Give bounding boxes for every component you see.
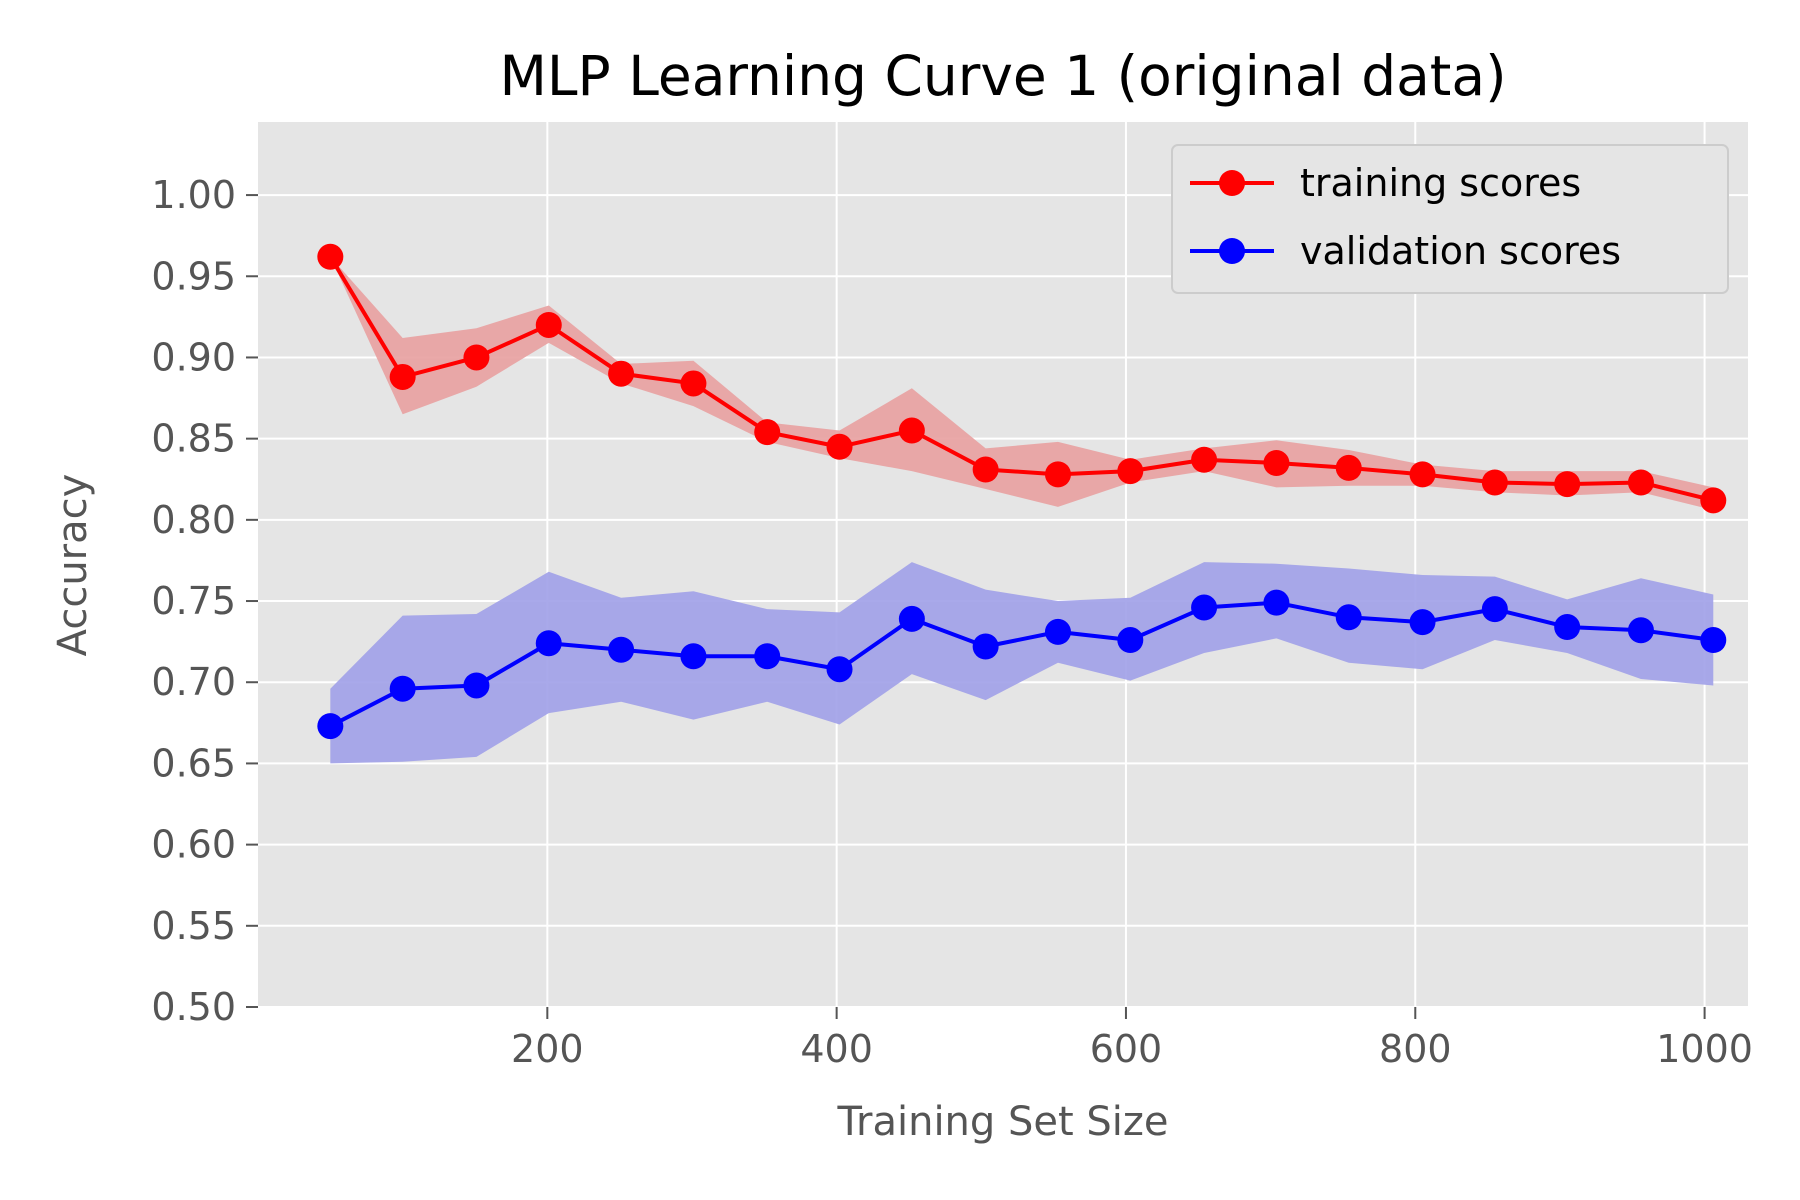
data-point xyxy=(1627,469,1654,496)
y-tick-label: 0.60 xyxy=(151,823,236,867)
data-point xyxy=(826,433,853,460)
legend-label: validation scores xyxy=(1300,229,1621,273)
data-point xyxy=(1700,627,1727,654)
data-point xyxy=(754,419,781,446)
data-point xyxy=(1044,461,1071,488)
data-point xyxy=(972,633,999,660)
data-point xyxy=(608,360,635,387)
data-point xyxy=(463,344,490,371)
data-point xyxy=(1117,627,1144,654)
data-point xyxy=(1481,596,1508,623)
data-point xyxy=(535,311,562,338)
x-tick-label: 1000 xyxy=(1656,1027,1753,1071)
data-point xyxy=(898,605,925,632)
chart-title: MLP Learning Curve 1 (original data) xyxy=(499,44,1506,108)
x-tick-label: 600 xyxy=(1090,1027,1163,1071)
data-point xyxy=(317,243,344,270)
legend: training scores validation scores xyxy=(1171,144,1729,294)
y-tick-label: 0.65 xyxy=(151,741,236,785)
data-point xyxy=(1044,618,1071,645)
data-point xyxy=(608,636,635,663)
y-tick-label: 0.80 xyxy=(151,498,236,542)
data-point xyxy=(898,417,925,444)
data-point xyxy=(1627,617,1654,644)
y-axis-title: Accuracy xyxy=(50,474,96,657)
legend-label: training scores xyxy=(1300,161,1581,205)
legend-box xyxy=(1171,144,1729,294)
data-point xyxy=(680,643,707,670)
data-point xyxy=(1554,471,1581,498)
series-points xyxy=(317,243,1727,740)
confidence-band xyxy=(330,562,1714,764)
y-tick-label: 0.50 xyxy=(151,985,236,1029)
data-point xyxy=(389,363,416,390)
y-tick-label: 0.90 xyxy=(151,335,236,379)
data-point xyxy=(1409,609,1436,636)
data-point xyxy=(1191,446,1218,473)
y-tick-label: 0.75 xyxy=(151,579,236,623)
data-point xyxy=(972,456,999,483)
data-point xyxy=(1409,461,1436,488)
x-axis-title: Training Set Size xyxy=(836,1099,1168,1145)
y-tick-label: 0.55 xyxy=(151,904,236,948)
y-tick-label: 0.85 xyxy=(151,417,236,461)
legend-marker xyxy=(1219,238,1245,264)
data-point xyxy=(680,370,707,397)
data-point xyxy=(1263,589,1290,616)
x-tick-label: 400 xyxy=(800,1027,873,1071)
y-tick-label: 0.95 xyxy=(151,254,236,298)
data-point xyxy=(463,672,490,699)
data-point xyxy=(535,630,562,657)
legend-marker xyxy=(1219,170,1245,196)
x-tick-label: 800 xyxy=(1379,1027,1452,1071)
y-axis-ticks: 0.50 0.55 0.60 0.65 0.70 0.75 0.80 0.85 0.90 0.95… xyxy=(151,173,258,1029)
data-point xyxy=(754,643,781,670)
data-point xyxy=(826,656,853,683)
data-point xyxy=(1117,458,1144,485)
data-point xyxy=(389,675,416,702)
data-point xyxy=(1335,454,1362,481)
data-point xyxy=(317,713,344,740)
x-tick-label: 200 xyxy=(511,1027,584,1071)
data-point xyxy=(1263,450,1290,477)
y-tick-label: 1.00 xyxy=(151,173,236,217)
y-tick-label: 0.70 xyxy=(151,660,236,704)
data-point xyxy=(1554,614,1581,641)
data-point xyxy=(1700,487,1727,514)
data-point xyxy=(1481,469,1508,496)
x-axis-ticks: 200 400 600 800 1000 xyxy=(511,1007,1753,1071)
data-point xyxy=(1191,594,1218,621)
data-point xyxy=(1335,604,1362,631)
